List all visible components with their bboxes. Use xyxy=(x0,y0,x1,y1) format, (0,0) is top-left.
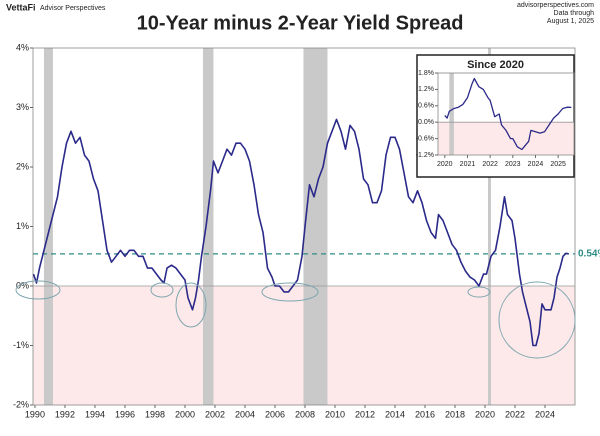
y-tick-label: 2% xyxy=(16,161,29,171)
brand: VettaFi xyxy=(6,2,36,12)
annotations xyxy=(15,280,576,359)
x-tick-label: 2021 xyxy=(460,161,476,168)
negative-region xyxy=(438,122,574,155)
x-tick-label: 1994 xyxy=(85,409,105,419)
inset-title: Since 2020 xyxy=(467,59,524,71)
y-tick-label: 1.8% xyxy=(418,70,434,77)
x-tick-label: 1996 xyxy=(115,409,135,419)
brand-sub: Advisor Perspectives xyxy=(40,5,106,12)
plot: 4% 3% 2% 1% 0% -1% -2%1990 1992 1994 1996 1998 2000… xyxy=(13,42,600,419)
x-tick-label: 2006 xyxy=(265,409,285,419)
inversion-circle xyxy=(467,286,491,298)
x-tick-label: 2012 xyxy=(355,409,375,419)
x-tick-label: 2023 xyxy=(505,161,521,168)
x-tick-label: 2025 xyxy=(550,161,566,168)
y-tick-label: 0.0% xyxy=(418,119,434,126)
data-through: Data through xyxy=(554,10,595,17)
x-tick-label: 2014 xyxy=(385,409,405,419)
x-tick-label: 1998 xyxy=(145,409,165,419)
x-tick-label: 2024 xyxy=(528,161,544,168)
y-tick-label: 1% xyxy=(16,221,29,231)
x-tick-label: 2024 xyxy=(535,409,555,419)
recession-band xyxy=(303,48,328,405)
y-tick-label: 3% xyxy=(16,102,29,112)
x-tick-label: 2002 xyxy=(205,409,225,419)
series-line xyxy=(32,118,569,347)
x-tick-label: 2016 xyxy=(415,409,435,419)
inversion-circle xyxy=(261,282,319,302)
recession-band xyxy=(202,48,214,405)
x-tick-label: 2020 xyxy=(475,409,495,419)
date: August 1, 2025 xyxy=(547,18,594,25)
y-tick-label: -1% xyxy=(13,340,29,350)
x-tick-label: 2022 xyxy=(482,161,498,168)
x-tick-label: 2010 xyxy=(325,409,345,419)
recession-band xyxy=(487,48,491,405)
inversion-circle xyxy=(498,281,576,359)
x-tick-label: 1990 xyxy=(25,409,45,419)
x-tick-label: 2018 xyxy=(445,409,465,419)
x-tick-label: 2004 xyxy=(235,409,255,419)
plot-frame xyxy=(437,72,575,156)
recession-band xyxy=(43,48,53,405)
y-tick-label: -1.2% xyxy=(416,152,434,159)
y-tick-label: 0.6% xyxy=(418,103,434,110)
inversion-circle xyxy=(15,280,61,300)
inversion-circle xyxy=(150,282,174,298)
y-tick-label: 4% xyxy=(16,42,29,52)
recession-band xyxy=(449,73,454,155)
y-tick-label: -0.6% xyxy=(416,135,434,142)
inversion-circle xyxy=(175,282,207,328)
x-tick-label: 1992 xyxy=(55,409,75,419)
x-tick-label: 2022 xyxy=(505,409,525,419)
x-tick-label: 2008 xyxy=(295,409,315,419)
y-tick-label: 1.2% xyxy=(418,86,434,93)
series-line xyxy=(444,77,572,151)
chart-title: 10-Year minus 2-Year Yield Spread xyxy=(137,12,464,34)
x-tick-label: 2020 xyxy=(437,161,453,168)
x-tick-label: 2000 xyxy=(175,409,195,419)
y-tick-label: -2% xyxy=(13,399,29,409)
reference-label: 0.54% xyxy=(578,249,600,260)
y-tick-label: 0% xyxy=(16,280,29,290)
site: advisorperspectives.com xyxy=(517,2,594,9)
